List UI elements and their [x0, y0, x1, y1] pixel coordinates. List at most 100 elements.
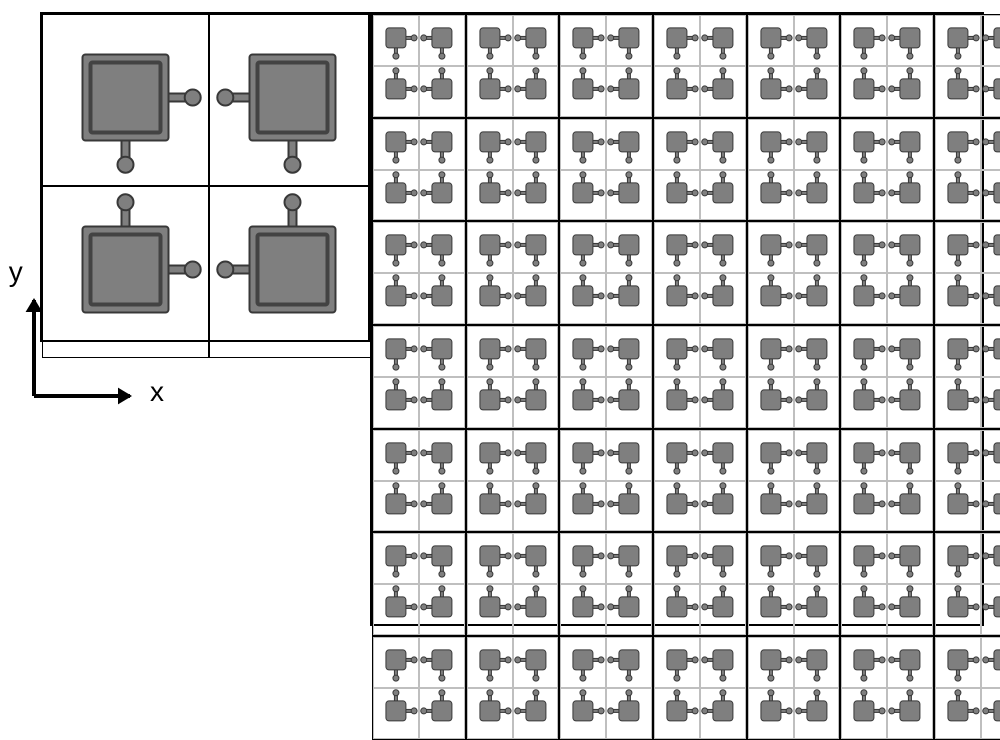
meta-element-icon: [842, 327, 886, 371]
array-subcell: [794, 66, 840, 117]
meta-element-icon: [514, 585, 558, 629]
array-subcell: [748, 377, 794, 428]
meta-element-icon: [701, 274, 745, 318]
meta-element-icon: [607, 378, 651, 422]
array-supercell: [559, 14, 653, 118]
array-subcell: [700, 66, 746, 117]
meta-element-icon: [982, 378, 1000, 422]
array-subcell: [748, 584, 794, 635]
meta-element-icon: [561, 223, 605, 267]
array-supercell: [747, 221, 841, 325]
array-subcell: [373, 273, 419, 324]
meta-element-icon: [888, 585, 932, 629]
meta-element-icon: [374, 585, 418, 629]
meta-element-icon: [210, 187, 375, 352]
array-subcell: [841, 584, 887, 635]
array-subcell: [794, 637, 840, 688]
meta-element-icon: [43, 187, 208, 352]
meta-element-icon: [607, 171, 651, 215]
array-subcell: [419, 430, 465, 481]
meta-element-icon: [936, 120, 980, 164]
meta-element-icon: [43, 15, 208, 180]
array-subcell: [887, 66, 933, 117]
array-subcell: [654, 688, 700, 739]
meta-element-icon: [795, 171, 839, 215]
meta-element-icon: [888, 171, 932, 215]
array-supercell: [934, 532, 1000, 636]
array-supercell: [840, 221, 934, 325]
array-subcell: [606, 326, 652, 377]
array-subcell: [794, 377, 840, 428]
meta-element-icon: [888, 482, 932, 526]
meta-element-icon: [936, 16, 980, 60]
array-subcell: [560, 430, 606, 481]
array-subcell: [419, 377, 465, 428]
meta-element-icon: [701, 16, 745, 60]
meta-element-icon: [374, 689, 418, 733]
array-subcell: [748, 533, 794, 584]
meta-element-icon: [468, 327, 512, 371]
meta-element-icon: [561, 534, 605, 578]
meta-element-icon: [749, 223, 793, 267]
meta-element-icon: [655, 120, 699, 164]
meta-element-icon: [374, 67, 418, 111]
array-subcell: [419, 326, 465, 377]
array-subcell: [794, 119, 840, 170]
meta-element-icon: [701, 327, 745, 371]
meta-element-icon: [749, 482, 793, 526]
array-subcell: [419, 273, 465, 324]
array-subcell: [841, 66, 887, 117]
meta-element-icon: [374, 534, 418, 578]
array-subcell: [654, 637, 700, 688]
array-subcell: [841, 377, 887, 428]
array-supercell: [372, 325, 466, 429]
array-subcell: [606, 688, 652, 739]
meta-element-icon: [420, 534, 464, 578]
meta-element-icon: [842, 67, 886, 111]
meta-element-icon: [795, 378, 839, 422]
array-subcell: [700, 430, 746, 481]
array-subcell: [606, 377, 652, 428]
array-subcell: [887, 326, 933, 377]
array-subcell: [700, 584, 746, 635]
meta-element-icon: [514, 171, 558, 215]
meta-element-icon: [468, 638, 512, 682]
array-subcell: [654, 584, 700, 635]
meta-element-icon: [749, 327, 793, 371]
meta-element-icon: [888, 223, 932, 267]
meta-element-icon: [936, 171, 980, 215]
array-subcell: [748, 66, 794, 117]
meta-element-icon: [561, 274, 605, 318]
array-subcell: [841, 15, 887, 66]
meta-element-icon: [982, 67, 1000, 111]
array-supercell: [653, 221, 747, 325]
array-subcell: [467, 430, 513, 481]
meta-element-icon: [888, 327, 932, 371]
meta-element-icon: [655, 223, 699, 267]
array-subcell: [981, 15, 1000, 66]
meta-element-icon: [514, 638, 558, 682]
meta-element-icon: [888, 378, 932, 422]
meta-element-icon: [982, 431, 1000, 475]
array-supercell: [653, 429, 747, 533]
array-subcell: [935, 430, 981, 481]
meta-element-icon: [982, 120, 1000, 164]
meta-element-icon: [795, 120, 839, 164]
array-subcell: [560, 273, 606, 324]
array-subcell: [841, 637, 887, 688]
meta-element-icon: [420, 274, 464, 318]
array-subcell: [513, 170, 559, 221]
metasurface-array-panel: [370, 12, 984, 626]
meta-element-icon: [842, 431, 886, 475]
array-subcell: [841, 222, 887, 273]
meta-element-icon: [936, 482, 980, 526]
zoom-cell: [209, 186, 376, 358]
array-subcell: [935, 273, 981, 324]
array-subcell: [794, 584, 840, 635]
y-axis-label: y: [9, 256, 23, 288]
array-subcell: [748, 637, 794, 688]
array-subcell: [935, 584, 981, 635]
meta-element-icon: [936, 585, 980, 629]
meta-element-icon: [607, 482, 651, 526]
meta-element-icon: [842, 120, 886, 164]
